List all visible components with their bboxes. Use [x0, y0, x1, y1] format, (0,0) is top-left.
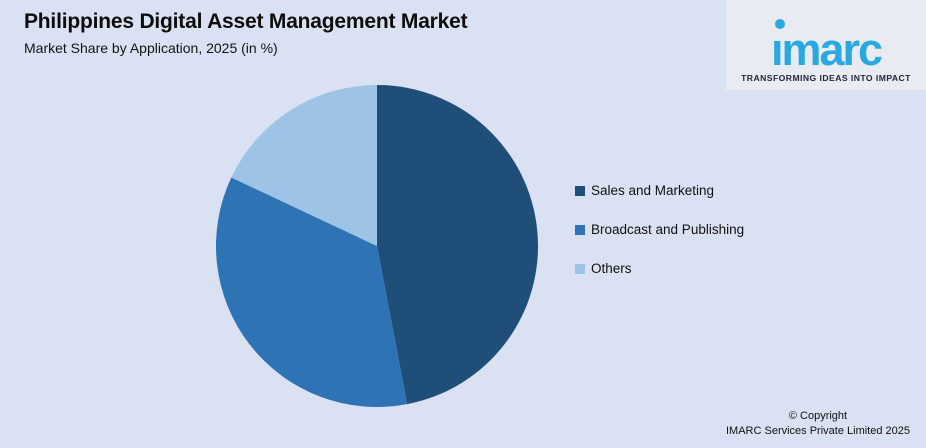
page-title: Philippines Digital Asset Management Mar…	[24, 10, 468, 33]
legend-label-others: Others	[591, 261, 632, 276]
legend-label-broadcast-and-publishing: Broadcast and Publishing	[591, 222, 745, 237]
pie-chart	[216, 85, 538, 407]
imarc-logo: ımarc TRANSFORMING IDEAS INTO IMPACT	[726, 0, 926, 90]
pie-slice-others	[231, 85, 377, 246]
copyright-line1: © Copyright	[788, 410, 848, 422]
legend: Sales and Marketing Broadcast and Publis…	[575, 183, 744, 300]
legend-item-broadcast-and-publishing: Broadcast and Publishing	[575, 222, 744, 237]
legend-item-others: Others	[575, 261, 744, 276]
header: Philippines Digital Asset Management Mar…	[24, 9, 468, 57]
imarc-logo-dot-icon	[774, 18, 785, 29]
imarc-logo-wordmark: ımarc	[770, 23, 883, 75]
legend-swatch-others	[575, 263, 585, 274]
imarc-logo-tagline: TRANSFORMING IDEAS INTO IMPACT	[741, 73, 911, 83]
page-subtitle: Market Share by Application, 2025 (in %)	[24, 40, 278, 57]
legend-swatch-sales-and-marketing	[575, 185, 585, 196]
pie-slice-broadcast-and-publishing	[216, 177, 408, 407]
copyright-note: © Copyright IMARC Services Private Limit…	[726, 409, 910, 439]
copyright-line2: IMARC Services Private Limited 2025	[725, 425, 910, 437]
legend-swatch-broadcast-and-publishing	[575, 224, 585, 235]
imarc-logo-wordmark-wrap: ımarc	[771, 18, 883, 72]
legend-label-sales-and-marketing: Sales and Marketing	[591, 183, 715, 198]
legend-item-sales-and-marketing: Sales and Marketing	[575, 183, 744, 198]
pie-slice-sales-and-marketing	[377, 85, 538, 405]
